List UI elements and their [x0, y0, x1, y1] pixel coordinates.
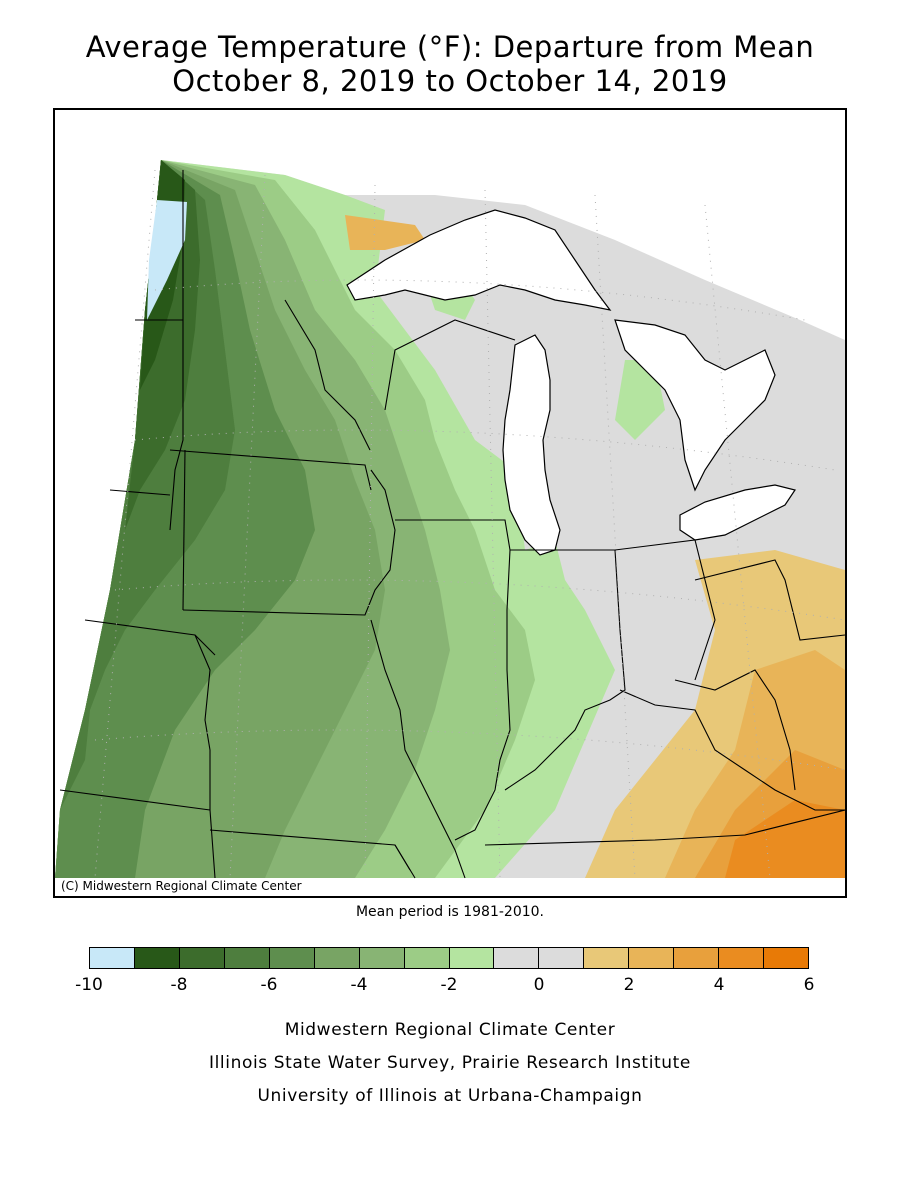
map-date-range: October 8, 2019 to October 14, 2019 [172, 64, 728, 98]
footer-org: Midwestern Regional Climate Center [284, 1020, 616, 1040]
lake-superior [346, 209, 612, 311]
region-lake-superior-orange [345, 215, 425, 250]
region-michigan-green [615, 360, 665, 440]
legend-swatch [134, 948, 180, 968]
legend-swatch [90, 948, 135, 968]
legend-swatch [629, 948, 675, 968]
legend-swatch [224, 948, 270, 968]
legend-labels: -10 -8 -6 -4 -2 0 2 4 6 [75, 975, 814, 997]
legend-tick-label: 0 [533, 975, 545, 995]
footer-survey: Illinois State Water Survey, Prairie Res… [209, 1053, 691, 1073]
mean-period-note: Mean period is 1981-2010. [355, 904, 545, 920]
legend-tick-label: 2 [623, 975, 635, 995]
legend-swatch [449, 948, 495, 968]
region-minus8-to-minus7 [125, 160, 200, 530]
legend-swatch [494, 948, 540, 968]
region-ohio-valley-warm4 [725, 800, 845, 878]
legend-swatch [584, 948, 630, 968]
legend-swatch [674, 948, 720, 968]
region-minus10-to-minus9 [147, 200, 187, 320]
color-legend [89, 947, 809, 969]
temperature-departure-map [55, 160, 845, 879]
legend-swatch [404, 948, 450, 968]
legend-swatch [314, 948, 360, 968]
legend-tick-label: 4 [713, 975, 725, 995]
lake-erie [679, 484, 796, 541]
map-panel: (C) Midwestern Regional Climate Center [53, 108, 847, 898]
map-title: Average Temperature (°F): Departure from… [85, 30, 815, 64]
footer-university: University of Illinois at Urbana-Champai… [257, 1086, 643, 1106]
legend-tick-label: 6 [803, 975, 815, 995]
legend-tick-label: -6 [260, 975, 278, 995]
lake-michigan [502, 334, 561, 556]
state-boundaries [59, 170, 845, 879]
legend-swatch [764, 948, 808, 968]
legend-tick-label: -10 [75, 975, 103, 995]
legend-swatch [539, 948, 585, 968]
legend-tick-label: -4 [350, 975, 368, 995]
legend-tick-label: -8 [170, 975, 188, 995]
copyright-label: (C) Midwestern Regional Climate Center [57, 878, 306, 894]
legend-tick-label: -2 [440, 975, 458, 995]
legend-swatch [719, 948, 765, 968]
graticule [94, 169, 845, 879]
legend-swatch [359, 948, 405, 968]
legend-swatch [269, 948, 315, 968]
legend-swatch [179, 948, 225, 968]
lake-huron [614, 319, 776, 492]
